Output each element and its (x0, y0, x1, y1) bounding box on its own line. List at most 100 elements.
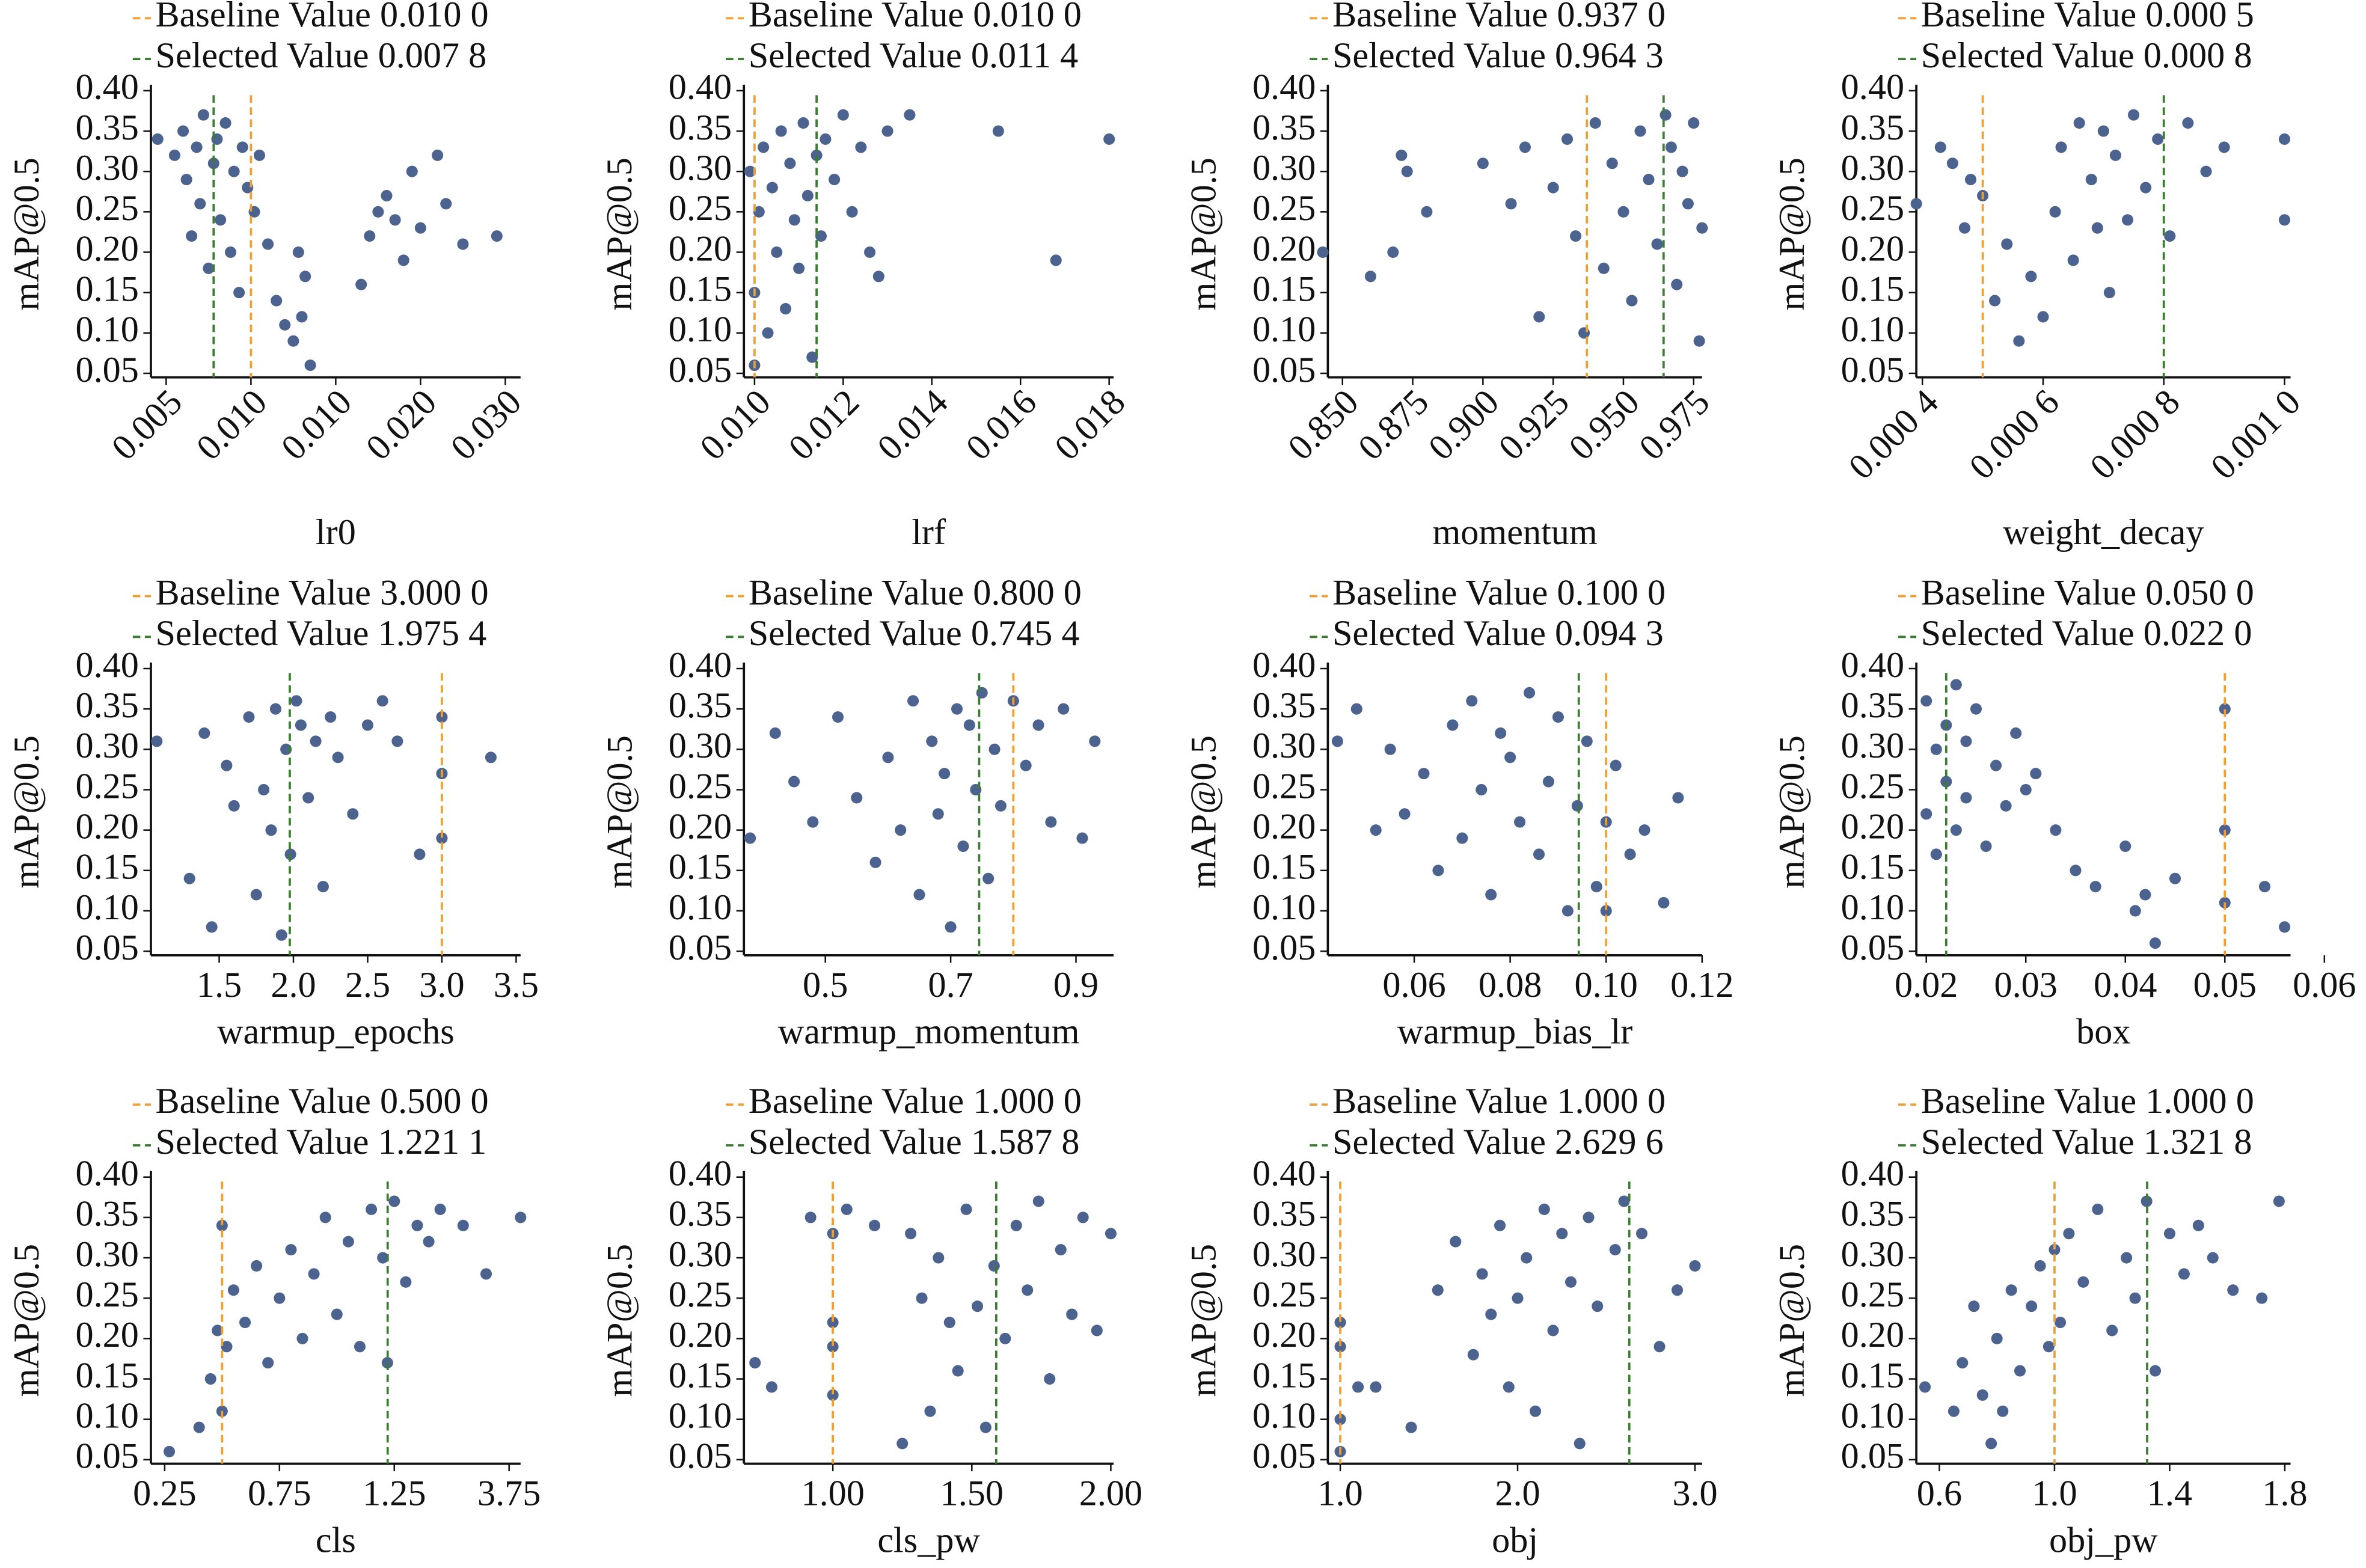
y-tick-label: 0.20 (669, 1315, 732, 1355)
point (932, 808, 944, 820)
legend-label: Baseline Value 0.010 0 (155, 0, 488, 35)
y-tick-label: 0.10 (75, 310, 138, 350)
point (1022, 1284, 1034, 1296)
point (310, 735, 322, 747)
point (1399, 808, 1411, 820)
y-tick-label: 0.35 (1841, 1194, 1904, 1234)
y-tick-label: 0.40 (669, 67, 732, 108)
point (2278, 133, 2291, 145)
point (251, 1260, 263, 1272)
y-axis-label: mAP@0.5 (599, 158, 640, 311)
point (2020, 783, 2032, 796)
point (152, 133, 164, 145)
y-tick-label: 0.15 (669, 269, 732, 309)
point (2219, 703, 2231, 715)
point (325, 711, 337, 723)
y-tick-label: 0.10 (669, 1395, 732, 1436)
point (2049, 206, 2061, 218)
point (1589, 117, 1601, 129)
point (1980, 840, 1992, 853)
y-tick-label: 0.25 (1841, 1275, 1904, 1315)
y-tick-label: 0.25 (669, 766, 732, 806)
legend-label: Selected Value 1.221 1 (155, 1122, 486, 1162)
point (1617, 206, 1629, 218)
point (308, 1268, 320, 1280)
x-axis-label: lrf (912, 512, 946, 553)
point (2055, 141, 2067, 153)
point (924, 1405, 936, 1417)
y-tick-label: 0.10 (1252, 887, 1316, 928)
point (1091, 1325, 1103, 1337)
point (1401, 165, 1413, 177)
point (2097, 125, 2109, 137)
y-tick-label: 0.20 (1841, 1315, 1904, 1355)
point (216, 1219, 228, 1231)
point (771, 246, 783, 259)
point (2164, 230, 2176, 242)
x-tick-label: 0.012 (781, 382, 867, 468)
point (872, 271, 884, 283)
point (2178, 1268, 2190, 1280)
point (1626, 295, 1638, 307)
point (221, 1341, 233, 1353)
point (2256, 1292, 2268, 1304)
point (933, 1252, 945, 1264)
y-tick-label: 0.10 (1841, 1395, 1904, 1436)
point (797, 117, 809, 129)
x-tick-label: 0.010 (189, 382, 275, 468)
point (1600, 905, 1612, 917)
point (1665, 141, 1677, 153)
point (186, 230, 198, 242)
point (896, 1438, 909, 1450)
point (262, 238, 274, 250)
y-tick-label: 0.15 (1252, 269, 1316, 309)
point (1503, 1381, 1515, 1393)
point (1533, 311, 1545, 323)
point (1920, 695, 1932, 707)
point (515, 1211, 527, 1223)
y-axis-label: mAP@0.5 (1772, 735, 1812, 889)
point (793, 262, 805, 274)
point (1547, 1325, 1559, 1337)
point (1948, 1405, 1960, 1417)
point (2034, 1260, 2046, 1272)
x-tick-label: 3.0 (1672, 1474, 1717, 1514)
y-tick-label: 0.15 (75, 847, 138, 887)
legend-label: Baseline Value 0.500 0 (155, 1081, 488, 1121)
point (1512, 1292, 1524, 1304)
point (1671, 1284, 1684, 1296)
point (191, 141, 203, 153)
x-tick-label: 2.00 (1079, 1474, 1142, 1514)
y-tick-label: 0.35 (1841, 685, 1904, 726)
x-tick-label: 0.02 (1895, 965, 1958, 1005)
legend-label: Selected Value 0.007 8 (155, 35, 486, 76)
point (376, 695, 388, 707)
point (1610, 759, 1622, 771)
x-tick-label: 0.06 (1382, 965, 1445, 1005)
point (1658, 896, 1670, 909)
y-tick-label: 0.25 (1841, 766, 1904, 806)
x-axis-label: warmup_bias_lr (1397, 1012, 1632, 1052)
point (1396, 149, 1408, 161)
x-axis-label: lr0 (316, 512, 356, 553)
point (988, 1260, 1000, 1272)
point (1574, 1438, 1586, 1450)
x-axis-label: warmup_momentum (778, 1012, 1080, 1052)
y-axis-label: mAP@0.5 (599, 735, 640, 889)
point (1634, 125, 1646, 137)
point (1020, 759, 1032, 771)
point (2085, 174, 2097, 186)
legend-label: Baseline Value 0.010 0 (749, 0, 1082, 35)
point (1032, 1195, 1044, 1207)
point (951, 703, 963, 715)
y-tick-label: 0.10 (669, 887, 732, 928)
y-tick-label: 0.20 (75, 1315, 138, 1355)
y-tick-label: 0.05 (669, 350, 732, 390)
point (434, 1203, 446, 1216)
y-tick-label: 0.30 (75, 1234, 138, 1275)
point (2169, 872, 2181, 884)
legend-label: Selected Value 1.975 4 (155, 613, 486, 654)
point (485, 752, 497, 764)
point (1467, 1349, 1479, 1361)
point (806, 351, 818, 363)
